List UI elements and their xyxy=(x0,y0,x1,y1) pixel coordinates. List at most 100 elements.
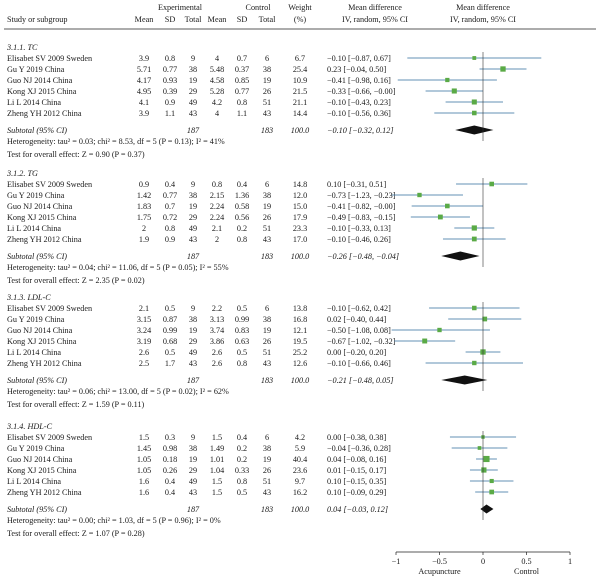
exp-total: 29 xyxy=(189,466,197,475)
ctl-total: 19 xyxy=(263,202,271,211)
study-name: Kong XJ 2015 China xyxy=(7,87,77,96)
study-weight: 21.1 xyxy=(293,98,307,107)
ctl-mean: 2.24 xyxy=(210,202,224,211)
ctl-sd: 0.8 xyxy=(237,477,247,486)
study-name: Zheng YH 2012 China xyxy=(7,488,82,497)
subtotal-label: Subtotal (95% CI) xyxy=(7,126,67,135)
ctl-mean: 3.74 xyxy=(210,326,224,335)
study-mean-difference: −0.41 [−0.98, 0.16] xyxy=(327,76,391,85)
subtotal-exp-total: 187 xyxy=(187,126,200,135)
ctl-mean: 4.2 xyxy=(212,98,222,107)
ctl-sd: 1.36 xyxy=(235,191,249,200)
subtotal-mean-difference: −0.26 [−0.48, −0.04] xyxy=(327,252,399,261)
exp-sd: 0.3 xyxy=(165,433,175,442)
study-square xyxy=(483,455,490,463)
ctl-total: 51 xyxy=(263,348,271,357)
study-name: Elisabet SV 2009 Sweden xyxy=(7,54,92,63)
exp-sd: 0.39 xyxy=(163,87,177,96)
subtotal-weight: 100.0 xyxy=(291,376,309,385)
study-weight: 19.5 xyxy=(293,337,307,346)
ctl-sd: 0.85 xyxy=(235,76,249,85)
ctl-total: 43 xyxy=(263,109,271,118)
ctl-total: 19 xyxy=(263,76,271,85)
exp-total: 43 xyxy=(189,359,197,368)
exp-total: 19 xyxy=(189,455,197,464)
study-weight: 16.2 xyxy=(293,488,307,497)
ctl-mean: 2.1 xyxy=(212,224,222,233)
summary-diamond xyxy=(441,251,480,261)
exp-sd: 0.8 xyxy=(165,224,175,233)
subtotal-mean-difference: −0.10 [−0.32, 0.12] xyxy=(327,126,394,135)
exp-total: 49 xyxy=(189,224,197,233)
x-axis-tick-label: 0.5 xyxy=(521,557,531,566)
heterogeneity-text: Heterogeneity: tau² = 0.00; chi² = 1.03,… xyxy=(7,516,221,525)
ctl-mean: 1.5 xyxy=(212,433,222,442)
study-name: Gu Y 2019 China xyxy=(7,315,65,324)
study-weight: 16.8 xyxy=(293,315,307,324)
study-square xyxy=(477,446,482,450)
study-name: Guo NJ 2014 China xyxy=(7,326,73,335)
header-experimental: Experimental xyxy=(158,3,203,12)
study-square xyxy=(422,338,428,344)
overall-effect-text: Test for overall effect: Z = 2.35 (P = 0… xyxy=(7,276,145,285)
ctl-sd: 0.83 xyxy=(235,326,249,335)
exp-total: 9 xyxy=(191,304,195,313)
ctl-mean: 1.01 xyxy=(210,455,224,464)
header-col-total: Total xyxy=(259,15,276,24)
study-mean-difference: −0.33 [−0.66, −0.00] xyxy=(327,87,396,96)
study-name: Elisabet SV 2009 Sweden xyxy=(7,304,92,313)
ctl-sd: 0.2 xyxy=(237,224,247,233)
exp-mean: 3.9 xyxy=(139,109,149,118)
ctl-sd: 0.99 xyxy=(235,315,249,324)
exp-mean: 1.5 xyxy=(139,433,149,442)
ctl-sd: 0.5 xyxy=(237,304,247,313)
exp-mean: 2.1 xyxy=(139,304,149,313)
study-name: Gu Y 2019 China xyxy=(7,191,65,200)
x-axis-tick-label: −1 xyxy=(392,557,401,566)
study-name: Li L 2014 China xyxy=(7,477,61,486)
exp-sd: 0.9 xyxy=(165,98,175,107)
ctl-mean: 4 xyxy=(215,54,219,63)
header-mean-difference: Mean difference xyxy=(348,3,402,12)
study-square xyxy=(471,99,477,105)
exp-sd: 0.26 xyxy=(163,466,177,475)
exp-mean: 1.9 xyxy=(139,235,149,244)
ctl-mean: 3.13 xyxy=(210,315,224,324)
exp-sd: 0.99 xyxy=(163,326,177,335)
study-mean-difference: −0.10 [−0.33, 0.13] xyxy=(327,224,391,233)
study-name: Zheng YH 2012 China xyxy=(7,235,82,244)
study-name: Guo NJ 2014 China xyxy=(7,455,73,464)
subgroup-title: 3.1.3. LDL-C xyxy=(6,293,51,302)
subgroup-title: 3.1.4. HDL-C xyxy=(6,422,53,431)
study-square xyxy=(471,225,477,231)
ctl-sd: 0.8 xyxy=(237,98,247,107)
study-square xyxy=(481,467,487,473)
ctl-mean: 2.15 xyxy=(210,191,224,200)
header-study: Study or subgroup xyxy=(7,15,68,24)
x-axis-tick-label: 0 xyxy=(481,557,485,566)
study-weight: 13.8 xyxy=(293,304,307,313)
exp-mean: 1.05 xyxy=(137,466,151,475)
exp-sd: 0.98 xyxy=(163,444,177,453)
ctl-total: 38 xyxy=(263,315,271,324)
header-col-sd: SD xyxy=(237,15,248,24)
ctl-total: 38 xyxy=(263,191,271,200)
study-mean-difference: −0.04 [−0.36, 0.28] xyxy=(327,444,391,453)
study-weight: 5.9 xyxy=(295,444,305,453)
study-weight: 12.6 xyxy=(293,359,307,368)
study-name: Li L 2014 China xyxy=(7,224,61,233)
exp-sd: 0.7 xyxy=(165,202,175,211)
ctl-mean: 1.04 xyxy=(210,466,224,475)
ctl-mean: 1.5 xyxy=(212,488,222,497)
header-method: IV, random, 95% CI xyxy=(342,15,408,24)
exp-total: 43 xyxy=(189,235,197,244)
ctl-mean: 2.2 xyxy=(212,304,222,313)
exp-total: 49 xyxy=(189,477,197,486)
exp-total: 38 xyxy=(189,315,197,324)
exp-total: 38 xyxy=(189,65,197,74)
exp-sd: 0.72 xyxy=(163,213,177,222)
exp-mean: 3.9 xyxy=(139,54,149,63)
exp-mean: 2 xyxy=(142,224,146,233)
header-col-mean: Mean xyxy=(135,15,154,24)
ctl-mean: 4.58 xyxy=(210,76,224,85)
